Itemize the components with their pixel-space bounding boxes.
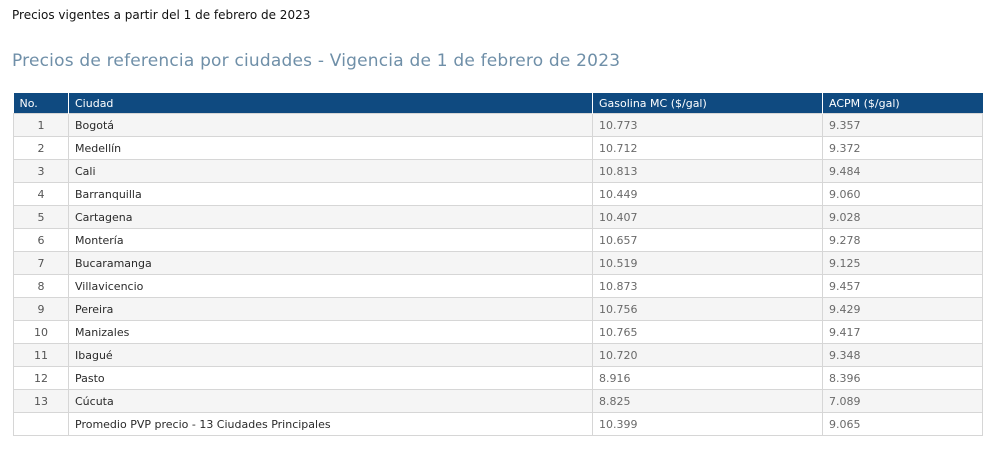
row-number: 8 [13,274,69,298]
row-city: Manizales [68,320,593,344]
row-gasolina: 8.916 [592,366,823,390]
row-acpm: 7.089 [822,389,983,413]
row-number: 11 [13,343,69,367]
row-city: Bucaramanga [68,251,593,275]
row-acpm: 9.278 [822,228,983,252]
table-row: 8 Villavicencio 10.873 9.457 [13,274,983,298]
table-row: 2 Medellín 10.712 9.372 [13,136,983,160]
row-gasolina: 10.712 [592,136,823,160]
row-gasolina: 10.813 [592,159,823,183]
row-number [13,412,69,436]
row-acpm: 9.457 [822,274,983,298]
row-gasolina: 10.399 [592,412,823,436]
row-gasolina: 10.657 [592,228,823,252]
row-acpm: 9.348 [822,343,983,367]
table-row: 10 Manizales 10.765 9.417 [13,320,983,344]
row-gasolina: 10.756 [592,297,823,321]
row-acpm: 9.417 [822,320,983,344]
header-no: No. [13,93,69,114]
header-acpm: ACPM ($/gal) [822,93,983,114]
row-number: 5 [13,205,69,229]
row-city: Montería [68,228,593,252]
row-acpm: 9.429 [822,297,983,321]
row-city: Medellín [68,136,593,160]
row-city: Villavicencio [68,274,593,298]
row-acpm: 9.484 [822,159,983,183]
row-gasolina: 10.449 [592,182,823,206]
table-row: 7 Bucaramanga 10.519 9.125 [13,251,983,275]
header-city: Ciudad [68,93,593,114]
row-gasolina: 8.825 [592,389,823,413]
row-city: Cartagena [68,205,593,229]
row-number: 12 [13,366,69,390]
row-number: 13 [13,389,69,413]
table-row: 1 Bogotá 10.773 9.357 [13,113,983,137]
row-acpm: 9.065 [822,412,983,436]
row-acpm: 9.372 [822,136,983,160]
row-gasolina: 10.720 [592,343,823,367]
page-title: Precios de referencia por ciudades - Vig… [12,51,621,71]
row-city: Bogotá [68,113,593,137]
table-row: 13 Cúcuta 8.825 7.089 [13,389,983,413]
row-acpm: 9.357 [822,113,983,137]
table-row: 5 Cartagena 10.407 9.028 [13,205,983,229]
row-city: Cúcuta [68,389,593,413]
row-number: 10 [13,320,69,344]
intro-text: Precios vigentes a partir del 1 de febre… [12,8,311,22]
table-row: 9 Pereira 10.756 9.429 [13,297,983,321]
row-number: 6 [13,228,69,252]
table-header-row: No. Ciudad Gasolina MC ($/gal) ACPM ($/g… [13,93,983,114]
row-number: 2 [13,136,69,160]
row-acpm: 8.396 [822,366,983,390]
row-city: Pereira [68,297,593,321]
prices-table: No. Ciudad Gasolina MC ($/gal) ACPM ($/g… [13,93,983,436]
row-acpm: 9.060 [822,182,983,206]
row-gasolina: 10.407 [592,205,823,229]
table-row-average: Promedio PVP precio - 13 Ciudades Princi… [13,412,983,436]
row-number: 7 [13,251,69,275]
table-row: 11 Ibagué 10.720 9.348 [13,343,983,367]
row-acpm: 9.028 [822,205,983,229]
table-body: 1 Bogotá 10.773 9.357 2 Medellín 10.712 … [13,113,983,436]
table-row: 3 Cali 10.813 9.484 [13,159,983,183]
table-row: 12 Pasto 8.916 8.396 [13,366,983,390]
row-gasolina: 10.519 [592,251,823,275]
row-number: 1 [13,113,69,137]
table-row: 4 Barranquilla 10.449 9.060 [13,182,983,206]
header-gasolina: Gasolina MC ($/gal) [592,93,823,114]
row-gasolina: 10.773 [592,113,823,137]
row-city: Promedio PVP precio - 13 Ciudades Princi… [68,412,593,436]
row-city: Cali [68,159,593,183]
table-row: 6 Montería 10.657 9.278 [13,228,983,252]
row-city: Ibagué [68,343,593,367]
row-gasolina: 10.765 [592,320,823,344]
row-city: Pasto [68,366,593,390]
row-number: 3 [13,159,69,183]
row-acpm: 9.125 [822,251,983,275]
row-gasolina: 10.873 [592,274,823,298]
row-city: Barranquilla [68,182,593,206]
row-number: 9 [13,297,69,321]
row-number: 4 [13,182,69,206]
